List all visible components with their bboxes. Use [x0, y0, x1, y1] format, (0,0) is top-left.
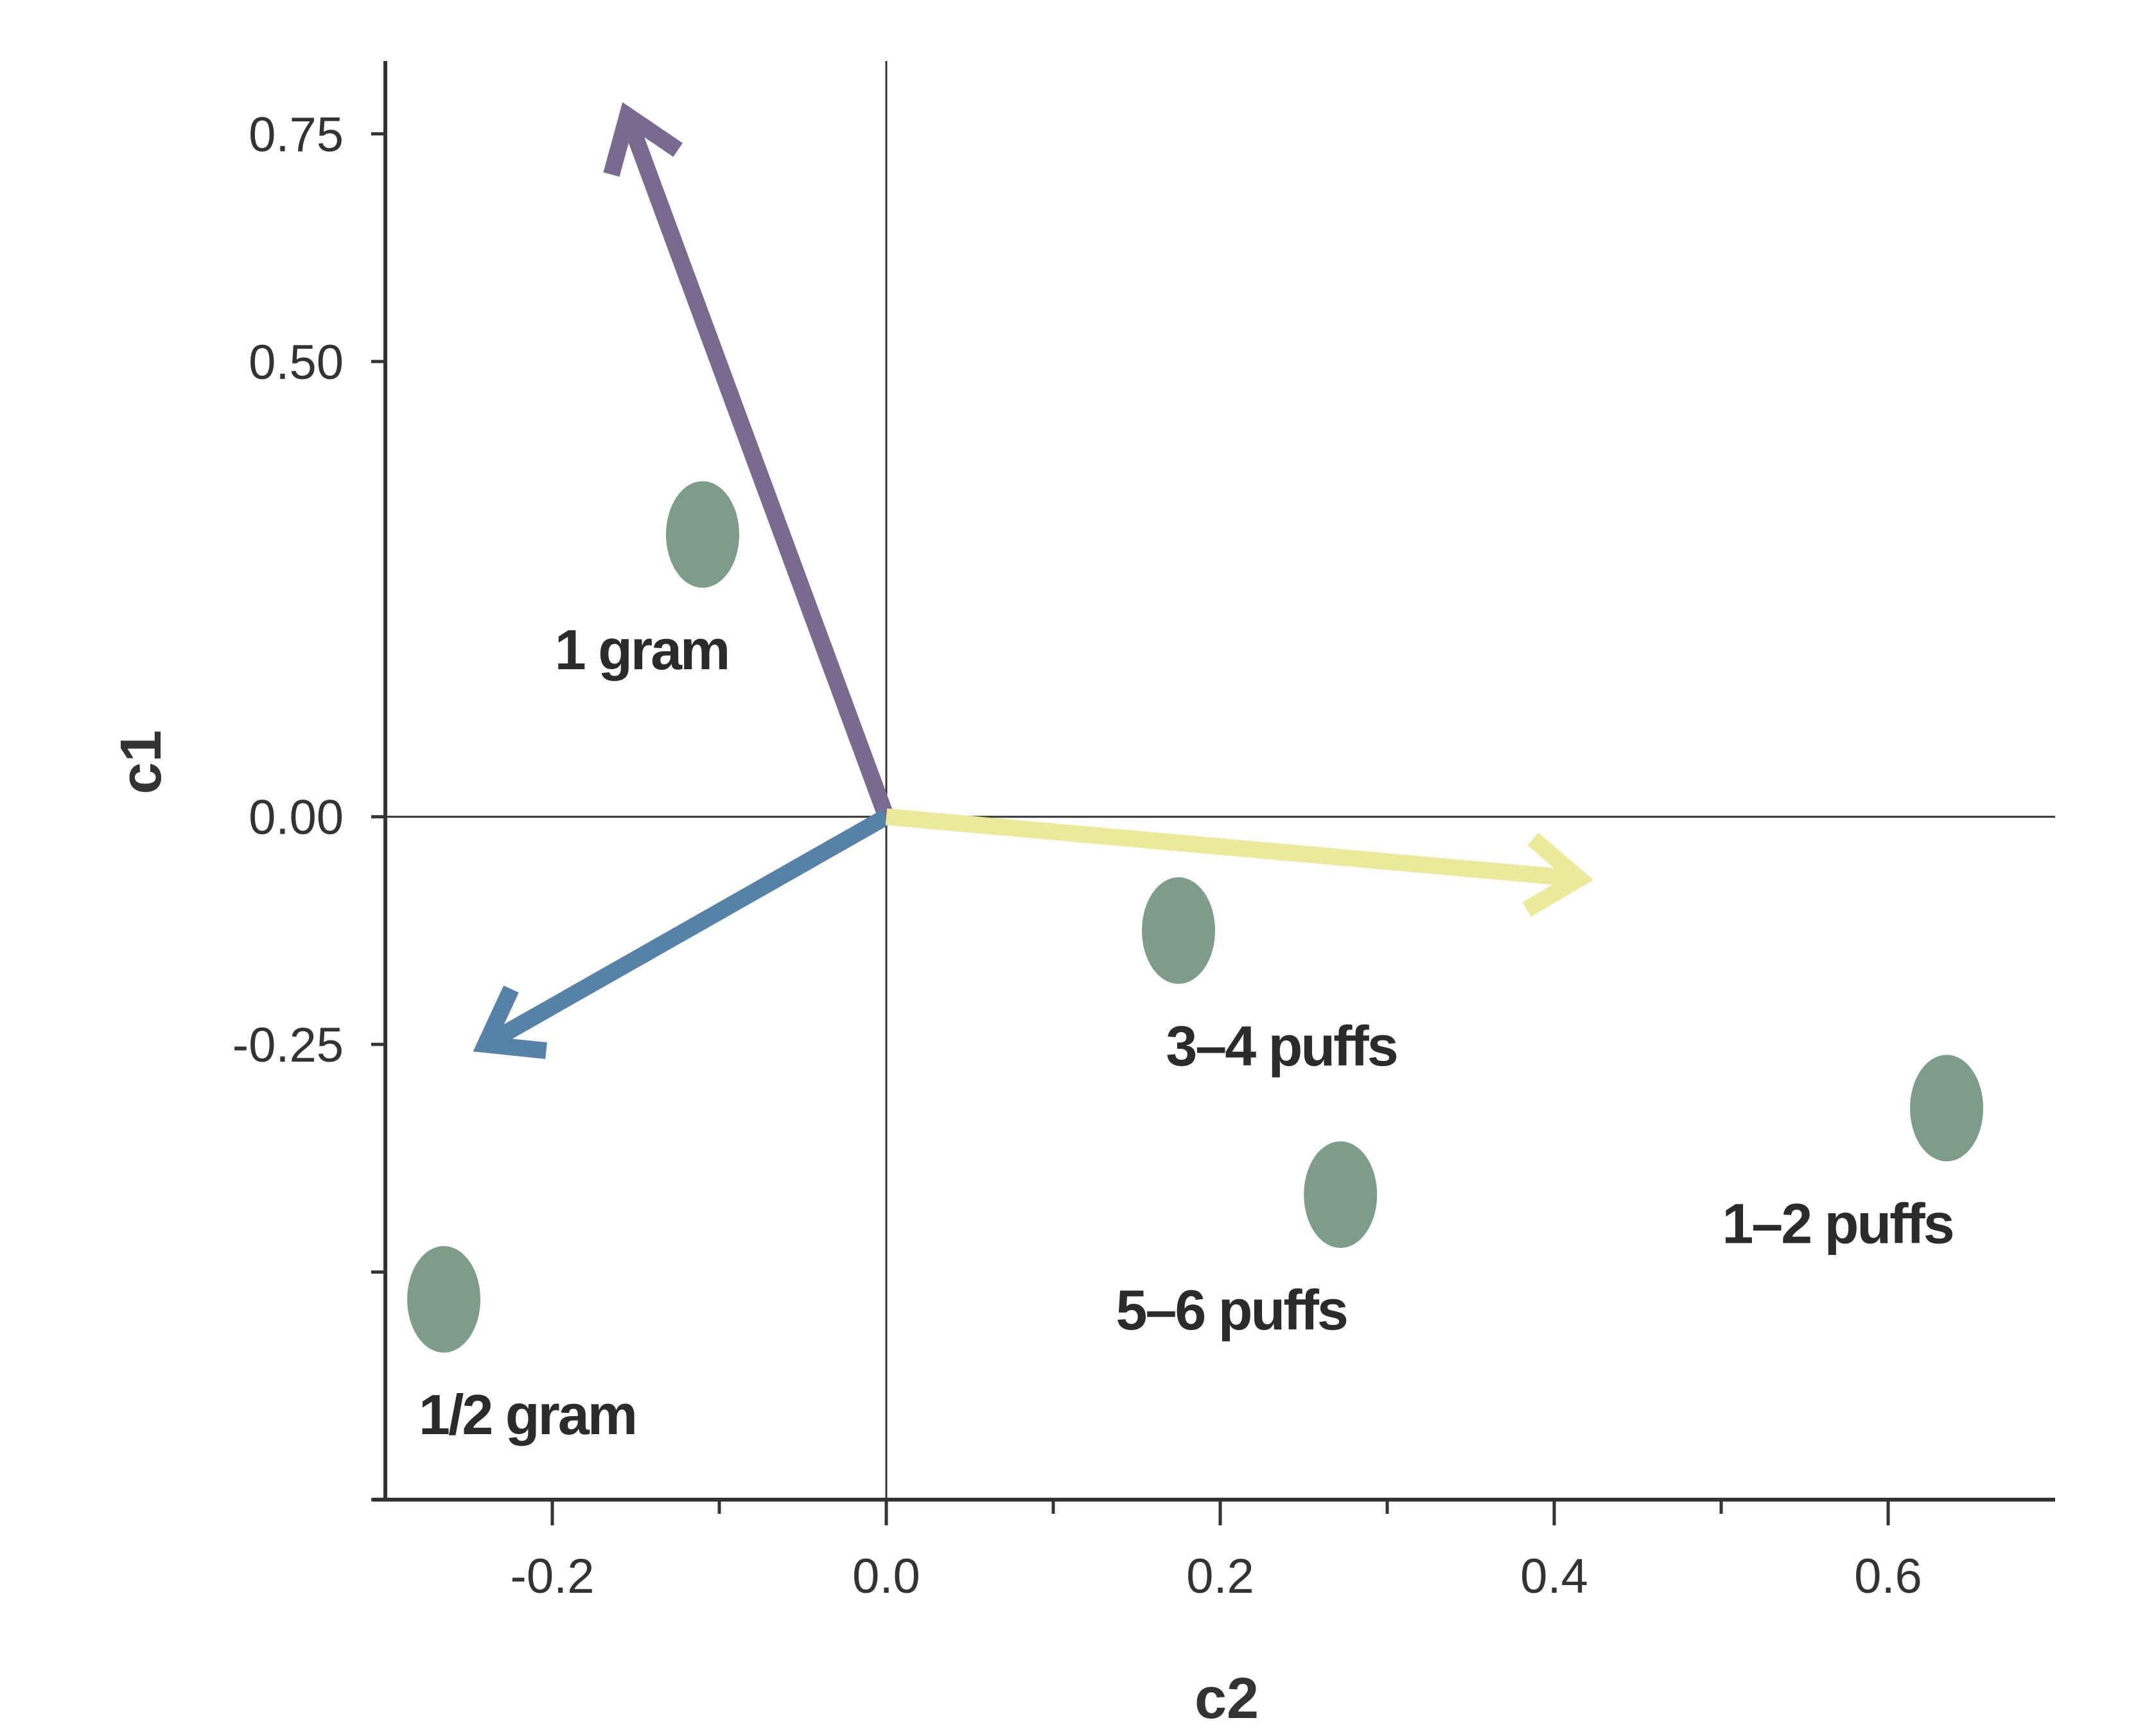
reference-lines [385, 61, 2055, 1500]
data-point [1910, 1055, 1983, 1162]
data-point [407, 1246, 480, 1353]
point-label: 3–4 puffs [1166, 1014, 1396, 1078]
data-point [666, 481, 739, 588]
y-tick-label: 0.75 [249, 107, 344, 162]
point-label: 1 gram [555, 618, 729, 681]
x-tick-label: -0.2 [511, 1549, 595, 1604]
labels-layer: 1 gram 1/2 gram 3–4 puffs 5–6 puffs 1–2 puff… [419, 618, 1955, 1446]
x-axis-title: c2 [1195, 1667, 1259, 1731]
point-label: 1–2 puffs [1722, 1191, 1952, 1255]
vector-arrowhead [603, 102, 683, 177]
y-tick-label: -0.25 [232, 1018, 344, 1073]
y-tick-label: 0.00 [249, 791, 344, 845]
point-label: 5–6 puffs [1116, 1278, 1347, 1342]
y-axis-title: c1 [109, 730, 173, 794]
vectors-layer [473, 102, 1594, 1059]
vector-line [885, 808, 1581, 888]
vector-line [619, 112, 895, 820]
points-layer [407, 481, 1983, 1353]
vector-arrowhead [473, 985, 547, 1059]
x-tick-label: 0.2 [1186, 1549, 1254, 1604]
y-tick-label: 0.50 [249, 335, 344, 390]
x-tick-label: 0.6 [1854, 1549, 1922, 1604]
point-label: 1/2 gram [419, 1383, 636, 1446]
x-tick-label: 0.0 [852, 1549, 920, 1604]
data-point [1304, 1141, 1378, 1249]
axes: -0.2 0.0 0.2 0.4 0.6 0.75 0.50 0.00 -0.25 [232, 61, 2055, 1604]
x-tick-label: 0.4 [1520, 1549, 1588, 1604]
vector-line [481, 809, 891, 1052]
vector-arrowhead [1522, 832, 1594, 917]
data-point [1142, 877, 1215, 984]
